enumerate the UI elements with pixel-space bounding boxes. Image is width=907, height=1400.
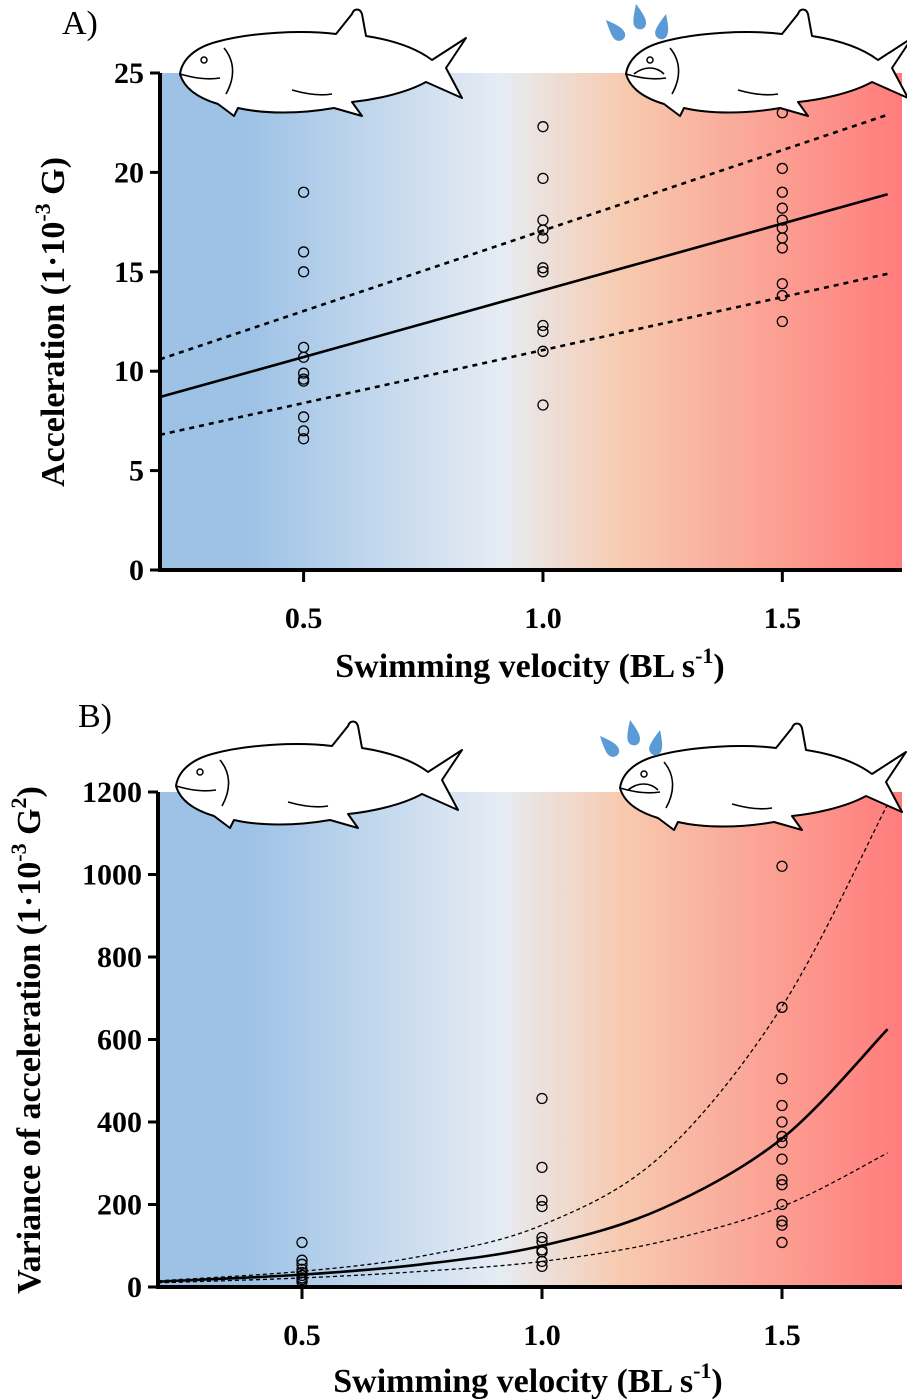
- panel-b-data-point: [536, 1260, 548, 1273]
- panel-a: 0 5 10 15 20 25 0.5 1.0 1.5 A) Swimming velocity…: [30, 4, 907, 685]
- panel-b-ticks: 0 200 400 600 800 1000 1200 0.5 1.0 1.5: [82, 776, 801, 1352]
- panel-a-background: [160, 73, 902, 570]
- panel-a-data-point: [537, 325, 549, 338]
- panel-a-data-point: [297, 246, 310, 258]
- panel-a-y-tick-label: 25: [114, 57, 144, 90]
- panel-b-data-point: [536, 1092, 548, 1105]
- panel-a-data-point: [297, 266, 310, 278]
- panel-b-y-tick-label: 200: [97, 1189, 142, 1222]
- panel-b-y-tick-label: 1200: [82, 776, 142, 809]
- panel-b-data-point: [776, 1073, 788, 1085]
- panel-a-confidence-line: [159, 272, 888, 437]
- panel-a-data-point: [537, 224, 549, 236]
- panel-a-label: A): [62, 5, 98, 42]
- panel-b-confidence-line: [157, 1152, 888, 1284]
- panel-b: 0 200 400 600 800 1000 1200 0.5 1.0 1.5 B) Swimmi…: [6, 698, 907, 1400]
- panel-a-x-tick-label: 1.0: [524, 602, 562, 635]
- stressed-mouth-icon: [633, 67, 665, 75]
- panel-b-y-tick-label: 800: [97, 941, 142, 974]
- panel-a-data-point: [776, 315, 788, 328]
- panel-b-x-tick-label: 1.5: [763, 1319, 801, 1352]
- panel-a-data-point: [776, 186, 788, 198]
- panel-a-x-tick-label: 1.5: [764, 602, 802, 635]
- panel-a-data-point: [537, 262, 549, 274]
- panel-b-y-tick-label: 400: [97, 1106, 142, 1139]
- panel-b-data-point: [776, 1236, 788, 1249]
- panel-b-data-point: [536, 1161, 548, 1174]
- panel-a-data-point: [537, 266, 549, 278]
- sweat-drops-icon: [597, 720, 670, 760]
- panel-b-x-tick-label: 0.5: [283, 1319, 321, 1352]
- panel-a-plot-area: [159, 107, 889, 445]
- panel-a-data-point: [776, 202, 788, 214]
- panel-a-confidence-line: [159, 113, 889, 361]
- panel-a-data-point: [297, 367, 310, 379]
- panel-a-x-tick-label: 0.5: [285, 602, 323, 635]
- panel-b-data-point: [776, 1174, 788, 1186]
- panel-b-plot-area: [157, 804, 889, 1288]
- panel-a-data-point: [776, 214, 788, 226]
- panel-a-data-point: [297, 425, 310, 437]
- panel-a-y-tick-label: 0: [129, 554, 144, 587]
- panel-a-y-tick-label: 5: [129, 455, 144, 488]
- sweat-drops-icon: [603, 4, 676, 44]
- panel-b-x-title: Swimming velocity (BL s-1): [333, 1358, 723, 1400]
- panel-b-data-point: [536, 1194, 548, 1207]
- panel-a-data-point: [537, 232, 549, 244]
- panel-b-fit-line: [157, 1028, 889, 1283]
- panel-b-label: B): [78, 698, 112, 735]
- panel-b-data-point: [776, 1153, 788, 1165]
- panel-a-data-point: [537, 399, 549, 411]
- panel-b-data-point: [776, 1099, 788, 1112]
- panel-b-data-point: [776, 1179, 788, 1191]
- panel-a-data-point: [297, 411, 310, 423]
- panel-b-x-tick-label: 1.0: [523, 1319, 561, 1352]
- panel-a-data-point: [537, 345, 549, 357]
- panel-b-y-tick-label: 1000: [82, 859, 142, 892]
- panel-a-y-tick-label: 20: [114, 156, 144, 189]
- panel-a-data-point: [537, 121, 549, 133]
- panel-a-data-point: [297, 433, 310, 445]
- panel-b-data-point: [536, 1200, 548, 1213]
- panel-b-data-point: [296, 1258, 308, 1270]
- panel-a-data-point: [776, 162, 788, 175]
- panel-a-data-point: [537, 172, 549, 185]
- panel-a-data-point: [776, 242, 788, 254]
- panel-a-ticks: 0 5 10 15 20 25 0.5 1.0 1.5: [114, 57, 801, 635]
- panel-b-y-title: Variance of acceleration (1·10-3 G2): [6, 786, 48, 1294]
- panel-b-y-tick-label: 600: [97, 1024, 142, 1057]
- panel-a-fit-line: [159, 193, 888, 399]
- panel-b-data-point: [776, 1001, 788, 1013]
- panel-a-x-title: Swimming velocity (BL s-1): [335, 643, 725, 685]
- panel-b-data-point: [536, 1231, 548, 1244]
- panel-b-y-tick-label: 0: [127, 1271, 142, 1304]
- panel-a-data-point: [297, 186, 310, 198]
- panel-a-data-point: [776, 278, 788, 290]
- panel-b-data-point: [776, 1130, 788, 1143]
- panel-b-data-point: [776, 1215, 788, 1227]
- panel-b-data-point: [776, 1116, 788, 1128]
- stressed-mouth-icon: [627, 783, 659, 791]
- panel-b-background: [158, 792, 902, 1287]
- panel-a-y-title: Acceleration (1·10-3 G): [30, 157, 72, 487]
- panel-b-data-point: [776, 1219, 788, 1231]
- panel-b-data-point: [296, 1254, 308, 1266]
- panel-a-y-tick-label: 10: [114, 355, 144, 388]
- panel-a-data-point: [537, 319, 549, 332]
- panel-a-data-point: [297, 375, 310, 387]
- panel-b-data-point: [296, 1236, 308, 1249]
- panel-b-data-point: [776, 860, 788, 872]
- panel-a-y-tick-label: 15: [114, 256, 144, 289]
